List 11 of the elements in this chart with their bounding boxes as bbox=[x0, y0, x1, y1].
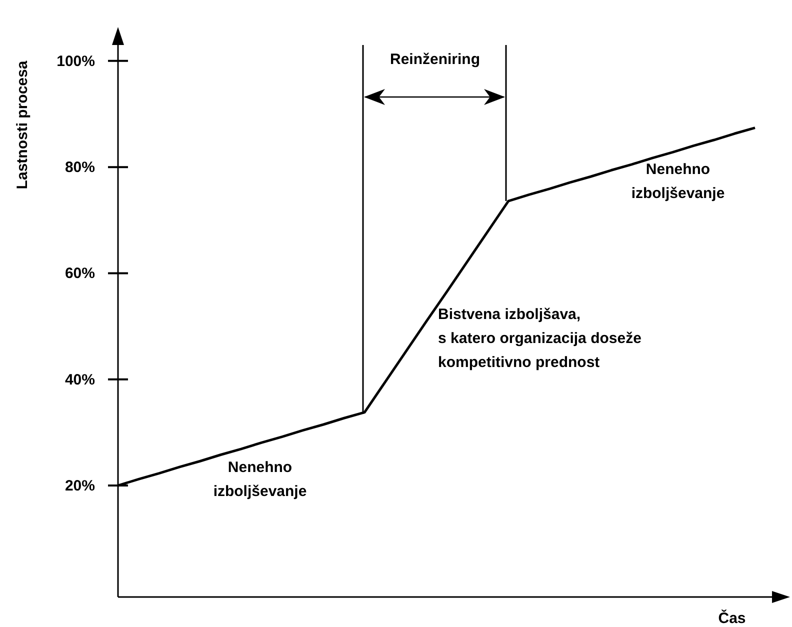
annotation: Bistvena izboljšava, s katero organizacija doseže kompetitivno prednost bbox=[438, 306, 642, 371]
annotation: Reinženiring bbox=[390, 51, 480, 68]
y-axis-title: Lastnosti procesa bbox=[14, 60, 31, 190]
y-tick-label: 20% bbox=[64, 478, 95, 495]
y-tick-label: 100% bbox=[56, 52, 95, 70]
x-axis-title: Čas bbox=[718, 609, 746, 627]
y-tick-label: 80% bbox=[64, 159, 95, 176]
annotation: Nenehno izboljševanje bbox=[631, 161, 725, 202]
y-tick-label: 60% bbox=[64, 265, 95, 282]
annotation: Nenehno izboljševanje bbox=[213, 459, 307, 500]
y-tick-label: 40% bbox=[64, 371, 95, 388]
